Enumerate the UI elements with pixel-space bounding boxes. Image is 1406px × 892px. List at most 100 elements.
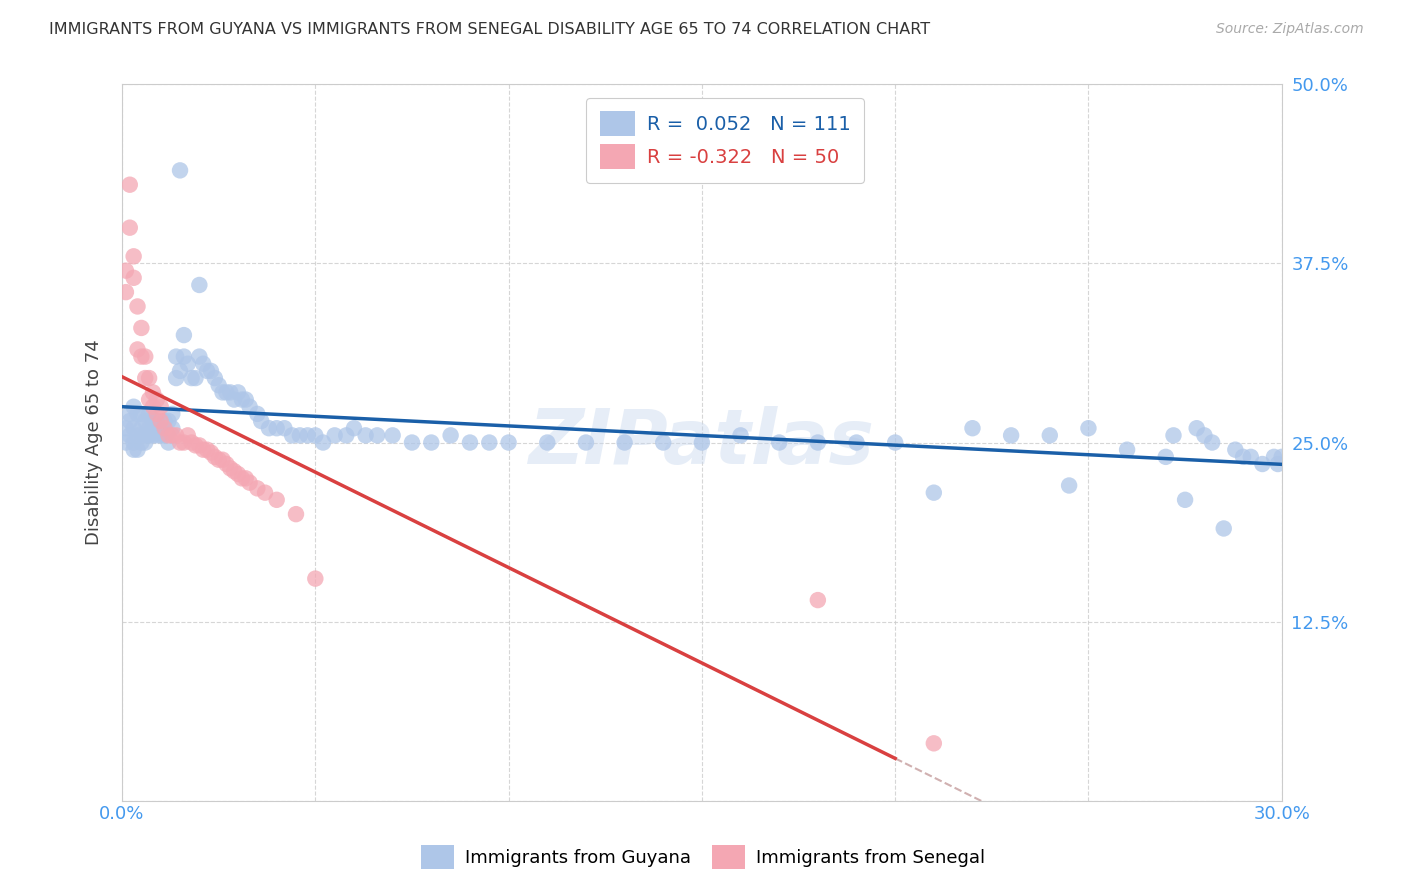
- Point: [1225, 442, 1247, 457]
- Point: [246, 407, 269, 421]
- Point: [118, 220, 141, 235]
- Point: [153, 414, 176, 428]
- Point: [208, 378, 231, 392]
- Point: [118, 178, 141, 192]
- Point: [127, 300, 149, 314]
- Point: [335, 428, 357, 442]
- Point: [266, 492, 288, 507]
- Point: [211, 452, 233, 467]
- Point: [401, 435, 423, 450]
- Point: [254, 485, 277, 500]
- Point: [122, 249, 145, 263]
- Point: [169, 163, 191, 178]
- Point: [134, 350, 156, 364]
- Point: [215, 457, 238, 471]
- Point: [127, 407, 149, 421]
- Point: [188, 438, 211, 452]
- Point: [807, 435, 830, 450]
- Point: [235, 392, 257, 407]
- Point: [1000, 428, 1022, 442]
- Point: [193, 442, 215, 457]
- Point: [246, 481, 269, 495]
- Point: [162, 407, 184, 421]
- Point: [131, 350, 153, 364]
- Point: [169, 364, 191, 378]
- Point: [231, 392, 253, 407]
- Point: [211, 385, 233, 400]
- Point: [1263, 450, 1285, 464]
- Point: [1240, 450, 1263, 464]
- Point: [149, 421, 172, 435]
- Point: [195, 364, 218, 378]
- Point: [122, 442, 145, 457]
- Text: Source: ZipAtlas.com: Source: ZipAtlas.com: [1216, 22, 1364, 37]
- Point: [498, 435, 520, 450]
- Point: [122, 400, 145, 414]
- Point: [231, 471, 253, 485]
- Point: [304, 572, 326, 586]
- Point: [288, 428, 311, 442]
- Point: [690, 435, 713, 450]
- Point: [118, 428, 141, 442]
- Point: [250, 414, 273, 428]
- Point: [257, 421, 280, 435]
- Point: [613, 435, 636, 450]
- Point: [304, 428, 326, 442]
- Point: [138, 407, 160, 421]
- Point: [1039, 428, 1062, 442]
- Point: [273, 421, 295, 435]
- Point: [343, 421, 366, 435]
- Point: [118, 414, 141, 428]
- Legend: Immigrants from Guyana, Immigrants from Senegal: Immigrants from Guyana, Immigrants from …: [413, 838, 993, 876]
- Point: [1232, 450, 1254, 464]
- Point: [1267, 457, 1289, 471]
- Point: [122, 270, 145, 285]
- Point: [180, 435, 202, 450]
- Point: [1154, 450, 1177, 464]
- Point: [652, 435, 675, 450]
- Point: [188, 277, 211, 292]
- Point: [115, 285, 138, 300]
- Point: [127, 442, 149, 457]
- Point: [115, 263, 138, 277]
- Point: [195, 442, 218, 457]
- Point: [149, 414, 172, 428]
- Point: [146, 407, 169, 421]
- Point: [1251, 457, 1274, 471]
- Point: [134, 435, 156, 450]
- Y-axis label: Disability Age 65 to 74: Disability Age 65 to 74: [86, 340, 103, 545]
- Point: [188, 350, 211, 364]
- Point: [165, 428, 187, 442]
- Point: [204, 450, 226, 464]
- Point: [115, 435, 138, 450]
- Point: [138, 371, 160, 385]
- Point: [173, 435, 195, 450]
- Point: [127, 343, 149, 357]
- Point: [478, 435, 501, 450]
- Point: [138, 428, 160, 442]
- Point: [235, 471, 257, 485]
- Point: [162, 428, 184, 442]
- Point: [149, 428, 172, 442]
- Point: [169, 435, 191, 450]
- Point: [962, 421, 984, 435]
- Point: [458, 435, 481, 450]
- Point: [134, 414, 156, 428]
- Point: [440, 428, 463, 442]
- Point: [142, 400, 165, 414]
- Point: [208, 452, 231, 467]
- Point: [807, 593, 830, 607]
- Point: [1057, 478, 1080, 492]
- Point: [193, 357, 215, 371]
- Point: [142, 385, 165, 400]
- Point: [127, 428, 149, 442]
- Point: [157, 428, 180, 442]
- Point: [922, 485, 945, 500]
- Point: [266, 421, 288, 435]
- Point: [131, 407, 153, 421]
- Point: [768, 435, 790, 450]
- Point: [177, 428, 200, 442]
- Point: [153, 421, 176, 435]
- Text: IMMIGRANTS FROM GUYANA VS IMMIGRANTS FROM SENEGAL DISABILITY AGE 65 TO 74 CORREL: IMMIGRANTS FROM GUYANA VS IMMIGRANTS FRO…: [49, 22, 931, 37]
- Point: [239, 400, 262, 414]
